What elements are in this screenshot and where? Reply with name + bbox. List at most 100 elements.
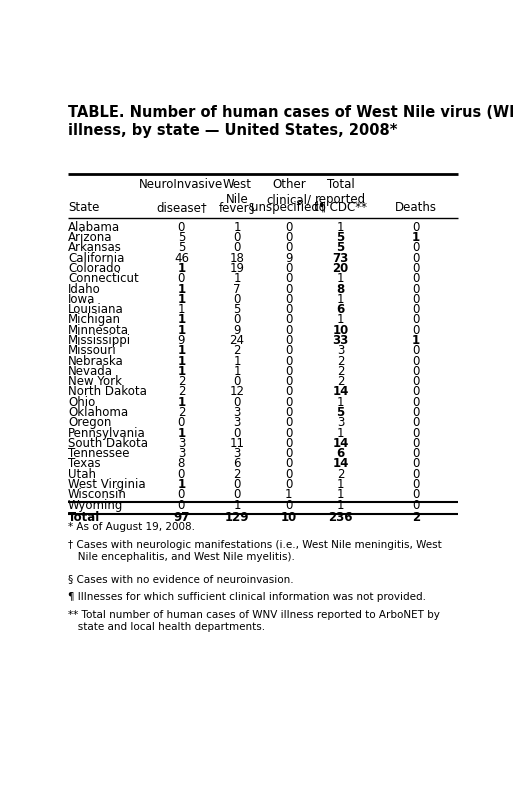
Text: 1: 1	[337, 273, 344, 285]
Text: 0: 0	[412, 293, 420, 306]
Text: 0: 0	[285, 457, 292, 471]
Text: 24: 24	[230, 334, 245, 347]
Text: 0: 0	[412, 498, 420, 511]
Text: Colorado: Colorado	[68, 262, 121, 275]
Text: 0: 0	[285, 365, 292, 378]
Text: Alabama: Alabama	[68, 221, 120, 234]
Text: † Cases with neurologic manifestations (i.e., West Nile meningitis, West
   Nile: † Cases with neurologic manifestations (…	[68, 540, 442, 562]
Text: 2: 2	[233, 344, 241, 357]
Text: TABLE. Number of human cases of West Nile virus (WNV)
illness, by state — United: TABLE. Number of human cases of West Nil…	[68, 105, 513, 138]
Text: 0: 0	[177, 488, 185, 502]
Text: Missouri: Missouri	[68, 344, 117, 357]
Text: 3: 3	[177, 437, 185, 450]
Text: 97: 97	[173, 510, 190, 524]
Text: 0: 0	[285, 478, 292, 491]
Text: Minnesota: Minnesota	[68, 324, 129, 337]
Text: NeuroInvasive: NeuroInvasive	[140, 178, 224, 191]
Text: 1: 1	[337, 427, 344, 440]
Text: 1: 1	[337, 498, 344, 511]
Text: 0: 0	[285, 313, 292, 327]
Text: 0: 0	[412, 303, 420, 316]
Text: 73: 73	[332, 252, 348, 265]
Text: Idaho: Idaho	[68, 282, 101, 296]
Text: 1: 1	[177, 427, 186, 440]
Text: 0: 0	[412, 375, 420, 388]
Text: Iowa: Iowa	[68, 293, 95, 306]
Text: 0: 0	[177, 467, 185, 481]
Text: Other
clinical/: Other clinical/	[266, 178, 311, 206]
Text: 0: 0	[285, 427, 292, 440]
Text: 0: 0	[412, 273, 420, 285]
Text: 0: 0	[412, 324, 420, 337]
Text: 1: 1	[233, 273, 241, 285]
Text: 0: 0	[285, 231, 292, 244]
Text: 0: 0	[412, 221, 420, 234]
Text: 0: 0	[412, 467, 420, 481]
Text: 6: 6	[233, 457, 241, 471]
Text: 0: 0	[285, 417, 292, 429]
Text: 0: 0	[285, 498, 292, 511]
Text: 0: 0	[285, 437, 292, 450]
Text: 5: 5	[177, 242, 185, 254]
Text: 0: 0	[285, 273, 292, 285]
Text: 1: 1	[177, 282, 186, 296]
Text: 0: 0	[177, 498, 185, 511]
Text: New York: New York	[68, 375, 122, 388]
Text: 129: 129	[225, 510, 249, 524]
Text: Connecticut: Connecticut	[68, 273, 139, 285]
Text: § Cases with no evidence of neuroinvasion.: § Cases with no evidence of neuroinvasio…	[68, 574, 294, 584]
Text: 3: 3	[337, 344, 344, 357]
Text: 33: 33	[332, 334, 348, 347]
Text: 2: 2	[233, 467, 241, 481]
Text: ¶ Illnesses for which sufficient clinical information was not provided.: ¶ Illnesses for which sufficient clinica…	[68, 592, 426, 602]
Text: Oregon: Oregon	[68, 417, 111, 429]
Text: Michigan: Michigan	[68, 313, 121, 327]
Text: 1: 1	[177, 478, 186, 491]
Text: 0: 0	[177, 273, 185, 285]
Text: 1: 1	[337, 478, 344, 491]
Text: 0: 0	[233, 375, 241, 388]
Text: 10: 10	[332, 324, 348, 337]
Text: disease†: disease†	[156, 200, 207, 214]
Text: to CDC**: to CDC**	[314, 200, 367, 214]
Text: 3: 3	[233, 447, 241, 460]
Text: Texas: Texas	[68, 457, 101, 471]
Text: 0: 0	[233, 396, 241, 409]
Text: 1: 1	[337, 221, 344, 234]
Text: Deaths: Deaths	[395, 200, 437, 214]
Text: 0: 0	[412, 344, 420, 357]
Text: 0: 0	[285, 386, 292, 398]
Text: 0: 0	[177, 221, 185, 234]
Text: 1: 1	[285, 488, 292, 502]
Text: 14: 14	[332, 437, 349, 450]
Text: ** Total number of human cases of WNV illness reported to ArboNET by
   state an: ** Total number of human cases of WNV il…	[68, 610, 440, 632]
Text: 0: 0	[285, 293, 292, 306]
Text: 0: 0	[412, 252, 420, 265]
Text: 10: 10	[281, 510, 297, 524]
Text: 1: 1	[337, 293, 344, 306]
Text: 9: 9	[233, 324, 241, 337]
Text: 7: 7	[233, 282, 241, 296]
Text: 2: 2	[337, 365, 344, 378]
Text: 0: 0	[285, 262, 292, 275]
Text: 1: 1	[233, 498, 241, 511]
Text: 0: 0	[233, 293, 241, 306]
Text: 1: 1	[177, 313, 186, 327]
Text: 3: 3	[177, 447, 185, 460]
Text: 1: 1	[233, 355, 241, 367]
Text: 0: 0	[285, 467, 292, 481]
Text: 0: 0	[285, 242, 292, 254]
Text: 0: 0	[412, 488, 420, 502]
Text: 1: 1	[337, 396, 344, 409]
Text: 0: 0	[412, 396, 420, 409]
Text: 1: 1	[177, 365, 186, 378]
Text: 2: 2	[412, 510, 420, 524]
Text: 3: 3	[233, 406, 241, 419]
Text: Nevada: Nevada	[68, 365, 113, 378]
Text: 3: 3	[233, 417, 241, 429]
Text: 9: 9	[285, 252, 292, 265]
Text: 2: 2	[337, 355, 344, 367]
Text: 46: 46	[174, 252, 189, 265]
Text: 1: 1	[233, 221, 241, 234]
Text: Wyoming: Wyoming	[68, 498, 124, 511]
